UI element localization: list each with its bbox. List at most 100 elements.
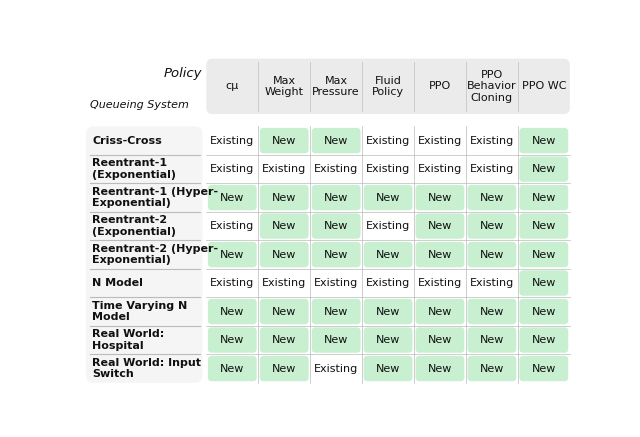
FancyBboxPatch shape bbox=[208, 299, 257, 324]
Text: Policy: Policy bbox=[164, 67, 202, 80]
FancyBboxPatch shape bbox=[520, 327, 568, 353]
Text: Existing: Existing bbox=[470, 135, 514, 146]
FancyBboxPatch shape bbox=[312, 327, 360, 353]
FancyBboxPatch shape bbox=[364, 128, 412, 153]
Text: New: New bbox=[324, 306, 348, 316]
Text: New: New bbox=[376, 335, 400, 345]
Text: New: New bbox=[532, 250, 556, 260]
Text: New: New bbox=[324, 221, 348, 231]
Text: New: New bbox=[376, 250, 400, 260]
Text: Existing: Existing bbox=[262, 164, 307, 174]
Text: PPO WC: PPO WC bbox=[522, 81, 566, 91]
FancyBboxPatch shape bbox=[312, 128, 360, 153]
Text: Existing: Existing bbox=[314, 164, 358, 174]
FancyBboxPatch shape bbox=[467, 213, 516, 239]
FancyBboxPatch shape bbox=[520, 299, 568, 324]
FancyBboxPatch shape bbox=[520, 185, 568, 210]
FancyBboxPatch shape bbox=[415, 299, 465, 324]
FancyBboxPatch shape bbox=[208, 327, 257, 353]
Text: PPO: PPO bbox=[429, 81, 451, 91]
FancyBboxPatch shape bbox=[415, 156, 465, 182]
FancyBboxPatch shape bbox=[208, 128, 257, 153]
Text: New: New bbox=[480, 250, 504, 260]
FancyBboxPatch shape bbox=[415, 242, 465, 267]
Text: New: New bbox=[272, 306, 296, 316]
Text: New: New bbox=[324, 135, 348, 146]
Text: Existing: Existing bbox=[210, 278, 255, 288]
Text: New: New bbox=[324, 250, 348, 260]
Text: New: New bbox=[428, 335, 452, 345]
FancyBboxPatch shape bbox=[467, 185, 516, 210]
Text: Existing: Existing bbox=[262, 278, 307, 288]
Text: New: New bbox=[532, 278, 556, 288]
FancyBboxPatch shape bbox=[415, 271, 465, 296]
FancyBboxPatch shape bbox=[364, 327, 412, 353]
FancyBboxPatch shape bbox=[467, 356, 516, 381]
FancyBboxPatch shape bbox=[260, 185, 308, 210]
FancyBboxPatch shape bbox=[467, 128, 516, 153]
Text: New: New bbox=[220, 250, 244, 260]
Text: Existing: Existing bbox=[314, 364, 358, 374]
FancyBboxPatch shape bbox=[260, 213, 308, 239]
Text: Existing: Existing bbox=[366, 278, 410, 288]
Text: Criss-Cross: Criss-Cross bbox=[92, 135, 162, 146]
FancyBboxPatch shape bbox=[520, 271, 568, 296]
FancyBboxPatch shape bbox=[312, 185, 360, 210]
FancyBboxPatch shape bbox=[86, 126, 202, 383]
Text: New: New bbox=[220, 335, 244, 345]
FancyBboxPatch shape bbox=[208, 185, 257, 210]
FancyBboxPatch shape bbox=[260, 271, 308, 296]
Text: Existing: Existing bbox=[366, 164, 410, 174]
FancyBboxPatch shape bbox=[208, 271, 257, 296]
Text: New: New bbox=[376, 193, 400, 203]
FancyBboxPatch shape bbox=[208, 213, 257, 239]
FancyBboxPatch shape bbox=[467, 271, 516, 296]
FancyBboxPatch shape bbox=[467, 156, 516, 182]
FancyBboxPatch shape bbox=[260, 327, 308, 353]
Text: New: New bbox=[428, 193, 452, 203]
FancyBboxPatch shape bbox=[312, 156, 360, 182]
Text: PPO
Behavior
Cloning: PPO Behavior Cloning bbox=[467, 70, 516, 103]
FancyBboxPatch shape bbox=[206, 59, 570, 114]
Text: New: New bbox=[532, 306, 556, 316]
Text: New: New bbox=[532, 135, 556, 146]
FancyBboxPatch shape bbox=[312, 299, 360, 324]
FancyBboxPatch shape bbox=[364, 156, 412, 182]
Text: New: New bbox=[428, 364, 452, 374]
Text: Existing: Existing bbox=[418, 135, 462, 146]
FancyBboxPatch shape bbox=[260, 156, 308, 182]
FancyBboxPatch shape bbox=[520, 156, 568, 182]
FancyBboxPatch shape bbox=[467, 299, 516, 324]
FancyBboxPatch shape bbox=[312, 356, 360, 381]
Text: Time Varying N
Model: Time Varying N Model bbox=[92, 301, 188, 323]
Text: Reentrant-2 (Hyper-
Exponential): Reentrant-2 (Hyper- Exponential) bbox=[92, 244, 218, 265]
Text: Reentrant-1 (Hyper-
Exponential): Reentrant-1 (Hyper- Exponential) bbox=[92, 187, 218, 208]
Text: Existing: Existing bbox=[418, 278, 462, 288]
Text: New: New bbox=[272, 221, 296, 231]
FancyBboxPatch shape bbox=[415, 327, 465, 353]
Text: cμ: cμ bbox=[226, 81, 239, 91]
FancyBboxPatch shape bbox=[364, 213, 412, 239]
Text: Real World: Input
Switch: Real World: Input Switch bbox=[92, 358, 202, 379]
FancyBboxPatch shape bbox=[415, 213, 465, 239]
Text: Max
Weight: Max Weight bbox=[265, 76, 304, 97]
FancyBboxPatch shape bbox=[415, 356, 465, 381]
FancyBboxPatch shape bbox=[312, 242, 360, 267]
Text: New: New bbox=[272, 135, 296, 146]
FancyBboxPatch shape bbox=[520, 128, 568, 153]
FancyBboxPatch shape bbox=[260, 299, 308, 324]
Text: New: New bbox=[480, 221, 504, 231]
Text: New: New bbox=[272, 364, 296, 374]
FancyBboxPatch shape bbox=[364, 185, 412, 210]
Text: Existing: Existing bbox=[366, 135, 410, 146]
Text: Existing: Existing bbox=[210, 135, 255, 146]
Text: New: New bbox=[220, 364, 244, 374]
Text: New: New bbox=[532, 193, 556, 203]
Text: Existing: Existing bbox=[470, 278, 514, 288]
FancyBboxPatch shape bbox=[467, 242, 516, 267]
Text: Real World:
Hospital: Real World: Hospital bbox=[92, 329, 164, 351]
Text: New: New bbox=[532, 164, 556, 174]
FancyBboxPatch shape bbox=[520, 242, 568, 267]
FancyBboxPatch shape bbox=[364, 271, 412, 296]
Text: New: New bbox=[480, 306, 504, 316]
